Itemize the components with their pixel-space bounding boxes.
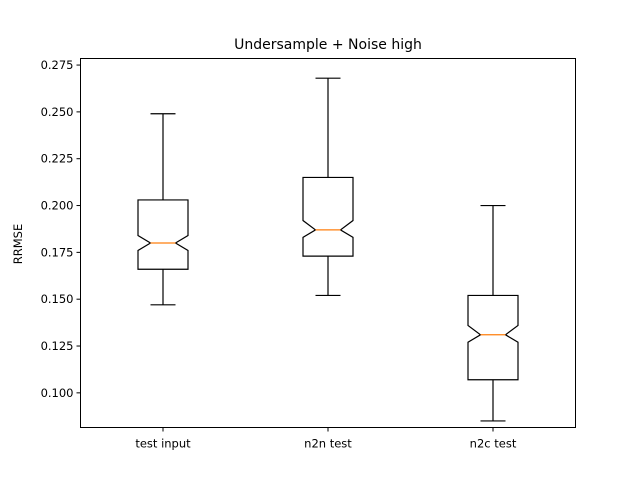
- plot-area: 0.100 0.125 0.150 0.175 0.200 0.225 0.250 0.275…: [41, 58, 519, 451]
- y-tick-label: 0.125: [41, 339, 74, 353]
- y-tick-label: 0.250: [41, 105, 74, 119]
- chart-title: Undersample + Noise high: [234, 37, 422, 53]
- y-axis-label: RRMSE: [11, 224, 25, 264]
- y-tick-label: 0.175: [41, 245, 74, 259]
- y-tick-label: 0.225: [41, 152, 74, 166]
- y-tick-label: 0.150: [41, 292, 74, 306]
- box: [302, 176, 354, 257]
- x-tick-label: n2c test: [470, 437, 517, 451]
- y-tick-label: 0.100: [41, 386, 74, 400]
- box: [137, 199, 189, 270]
- y-tick-label: 0.275: [41, 58, 74, 72]
- x-tick-label: n2n test: [304, 437, 352, 451]
- box: [467, 294, 519, 381]
- y-tick-label: 0.200: [41, 199, 74, 213]
- x-tick-label: test input: [135, 437, 191, 451]
- plot-frame: [80, 58, 576, 428]
